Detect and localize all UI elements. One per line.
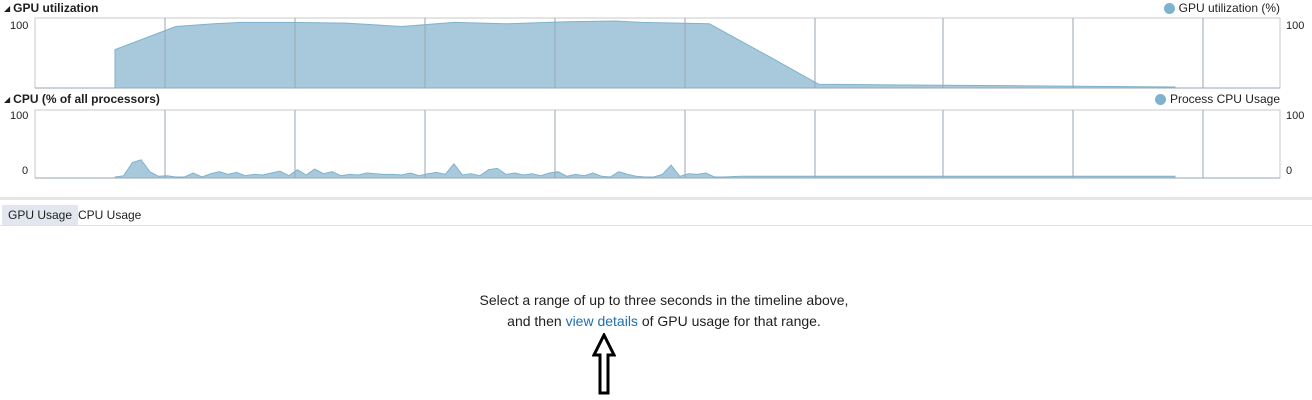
instruction-text-after: of GPU usage for that range. xyxy=(637,313,821,329)
instruction-line-1: Select a range of up to three seconds in… xyxy=(479,292,849,308)
up-arrow-icon xyxy=(592,333,616,395)
cpu-legend-label: Process CPU Usage xyxy=(1169,92,1280,106)
gpu-utilization-title-text: GPU utilization xyxy=(13,1,99,15)
cpu-y-max-left: 100 xyxy=(10,110,29,122)
cpu-y-min-left: 0 xyxy=(22,165,29,177)
cpu-title-text: CPU (% of all processors) xyxy=(13,92,160,106)
panel-divider[interactable] xyxy=(0,197,1312,200)
cpu-series-area xyxy=(114,159,1176,179)
tab-gpu-usage[interactable]: GPU Usage xyxy=(2,205,79,225)
legend-dot-icon xyxy=(1163,2,1175,14)
gpu-legend-label: GPU utilization (%) xyxy=(1178,1,1280,15)
cpu-plot-frame xyxy=(34,109,1281,179)
collapse-caret-icon[interactable]: ◢ xyxy=(4,4,11,13)
cpu-header: ◢ CPU (% of all processors) Process CPU U… xyxy=(0,91,1312,107)
tab-cpu-usage[interactable]: CPU Usage xyxy=(78,208,142,222)
details-tabbar: GPU Usage CPU Usage xyxy=(0,205,1312,226)
cpu-y-min-right: 0 xyxy=(1286,165,1293,177)
instruction-line-2: and then view details of GPU usage for t… xyxy=(0,313,1312,329)
gpu-y-max-right: 100 xyxy=(1286,20,1305,32)
cpu-title[interactable]: ◢ CPU (% of all processors) xyxy=(4,92,160,106)
gpu-utilization-title[interactable]: ◢ GPU utilization xyxy=(4,1,99,15)
cpu-legend: Process CPU Usage xyxy=(1154,92,1280,106)
collapse-caret-icon[interactable]: ◢ xyxy=(4,95,11,104)
cpu-y-max-right: 100 xyxy=(1286,110,1305,122)
gpu-y-max-left: 100 xyxy=(10,20,29,32)
gpu-legend: GPU utilization (%) xyxy=(1163,1,1280,15)
legend-dot-icon xyxy=(1154,93,1166,105)
gpu-series-area xyxy=(114,20,1176,89)
gpu-utilization-header: ◢ GPU utilization GPU utilization (%) xyxy=(0,0,1312,16)
view-details-link[interactable]: view details xyxy=(565,313,638,329)
instruction-text-before: and then xyxy=(507,313,566,329)
timeline-charts[interactable] xyxy=(0,0,1312,200)
